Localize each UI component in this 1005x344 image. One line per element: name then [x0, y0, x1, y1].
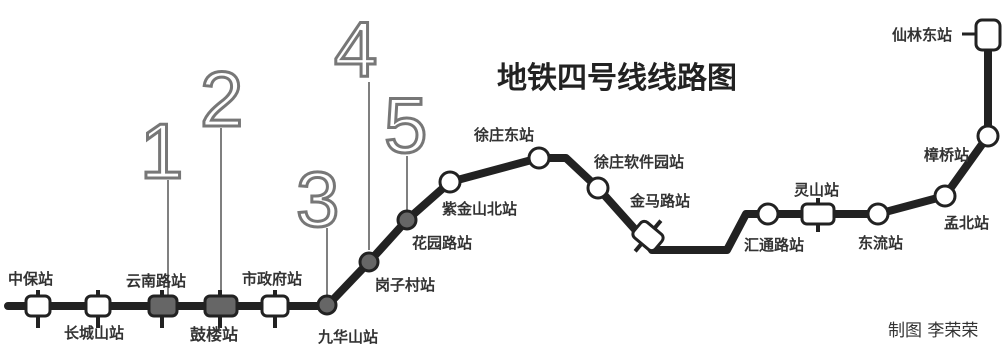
station-label-yunnan: 云南路站: [126, 272, 186, 290]
station-label-changcheng: 长城山站: [64, 324, 124, 342]
callout-number-5: 5: [384, 81, 427, 169]
station-label-xuzhuangruanjian: 徐庄软件园站: [593, 153, 684, 171]
station-xuzhuangruanjian: [586, 176, 610, 200]
station-gangzicun: [358, 251, 380, 273]
station-xiaoqiaodong: [527, 146, 551, 170]
station-jinmalu: [631, 219, 665, 253]
station-huitonglu: [756, 202, 780, 226]
station-label-lingshan: 灵山站: [794, 181, 839, 199]
station-label-shizhengfu: 市政府站: [242, 270, 302, 288]
station-label-jinmalu: 金马路站: [629, 192, 690, 210]
callout-number-4: 4: [334, 5, 377, 93]
station-zhongbao: [24, 294, 52, 318]
station-lingshan: [800, 202, 836, 226]
callout-number-1: 1: [140, 107, 183, 195]
station-label-menglong: 孟北站: [944, 214, 989, 232]
station-yunnan: [147, 294, 179, 318]
credit-text: 制图 李荣荣: [888, 321, 978, 341]
station-chengqiao: [976, 124, 1000, 148]
station-label-xianlindong: 仙林东站: [892, 26, 952, 44]
station-dongliu: [866, 202, 890, 226]
station-label-xiaoqiaodong: 徐庄东站: [473, 126, 534, 144]
station-label-chengqiao: 樟桥站: [924, 146, 969, 164]
station-gulou: [203, 294, 239, 318]
callout-number-2: 2: [200, 55, 243, 143]
station-layer: 中保站 长城山站 云南路站 鼓楼站 市政府站 九华山站 岗子村站 花园路站 紫金…: [8, 18, 1002, 344]
station-shizhengfu: [260, 294, 290, 318]
callout-number-3: 3: [296, 155, 339, 243]
station-menglong: [933, 184, 957, 208]
map-title: 地铁四号线线路图: [497, 61, 737, 96]
station-label-gangzicun: 岗子村站: [375, 276, 435, 294]
callout-layer: 1 2 3 4 5: [139, 4, 429, 298]
station-label-huitonglu: 汇通路站: [744, 236, 804, 254]
station-label-zhongbao: 中保站: [8, 270, 53, 288]
station-huayuanlu: [396, 209, 418, 231]
station-label-huayuanlu: 花园路站: [412, 234, 472, 252]
station-changcheng: [84, 294, 112, 318]
station-label-dongliu: 东流站: [858, 234, 903, 252]
station-jiuhuashan: [316, 294, 338, 316]
station-label-jiuhuashan: 九华山站: [317, 328, 378, 344]
station-label-zijinshanbei: 紫金山北站: [442, 200, 517, 218]
station-label-gulou: 鼓楼站: [190, 325, 238, 344]
station-zijinshanbei: [438, 170, 462, 194]
station-xianlindong: [974, 18, 1002, 52]
